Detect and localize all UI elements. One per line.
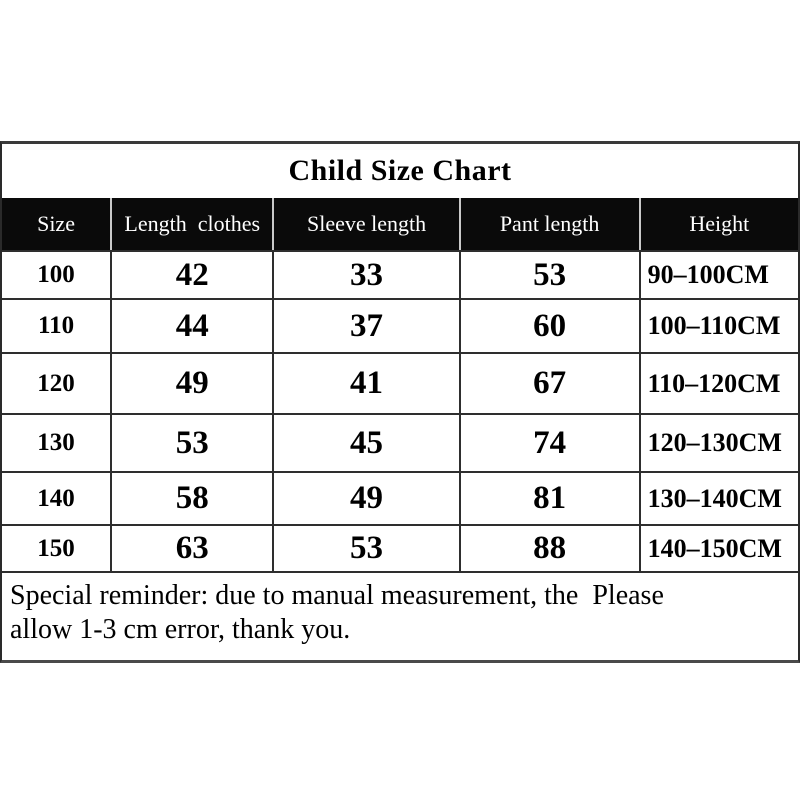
cell-length: 44: [110, 298, 275, 354]
cell-sleeve: 49: [272, 471, 461, 526]
size-table-header: Size Length clothes Sleeve length Pant l…: [2, 198, 798, 252]
cell-sleeve: 37: [272, 298, 461, 354]
size-table-body: 100 42 33 53 90–100CM 110 44 37 60 100–1…: [2, 250, 798, 573]
table-row: 110 44 37 60 100–110CM: [2, 298, 798, 354]
cell-length: 53: [110, 413, 275, 473]
table-row: 150 63 53 88 140–150CM: [2, 524, 798, 573]
table-row: 100 42 33 53 90–100CM: [2, 250, 798, 300]
header-row: Size Length clothes Sleeve length Pant l…: [2, 198, 798, 252]
table-row: 120 49 41 67 110–120CM: [2, 352, 798, 415]
cell-sleeve: 33: [272, 250, 461, 300]
cell-height: 100–110CM: [638, 298, 798, 354]
header-cell-size: Size: [2, 198, 112, 252]
reminder-line-1: Special reminder: due to manual measurem…: [10, 580, 664, 611]
header-cell-sleeve: Sleeve length: [272, 198, 460, 252]
page-title: Child Size Chart: [288, 154, 512, 187]
cell-size: 130: [2, 413, 113, 473]
cell-size: 120: [2, 352, 113, 415]
header-cell-length: Length clothes: [110, 198, 274, 252]
cell-pant: 60: [458, 298, 641, 354]
cell-height: 130–140CM: [638, 471, 798, 526]
cell-length: 42: [110, 250, 275, 300]
size-chart-panel: Child Size Chart Size Length clothes Sle…: [0, 141, 800, 663]
table-row: 140 58 49 81 130–140CM: [2, 471, 798, 526]
special-reminder: Special reminder: due to manual measurem…: [2, 573, 798, 660]
cell-pant: 67: [458, 352, 641, 415]
cell-size: 100: [2, 250, 113, 300]
cell-pant: 81: [458, 471, 641, 526]
cell-size: 150: [2, 524, 113, 573]
cell-pant: 74: [458, 413, 641, 473]
cell-pant: 88: [458, 524, 641, 573]
cell-size: 140: [2, 471, 113, 526]
cell-length: 58: [110, 471, 275, 526]
cell-size: 110: [2, 298, 113, 354]
cell-height: 120–130CM: [638, 413, 798, 473]
header-cell-pant: Pant length: [458, 198, 640, 252]
reminder-line-2: allow 1-3 cm error, thank you.: [10, 614, 351, 646]
cell-pant: 53: [458, 250, 641, 300]
cell-length: 49: [110, 352, 275, 415]
cell-length: 63: [110, 524, 275, 573]
title-bar: Child Size Chart: [2, 144, 798, 198]
cell-sleeve: 41: [272, 352, 461, 415]
size-table: Size Length clothes Sleeve length Pant l…: [2, 198, 798, 573]
header-cell-height: Height: [638, 198, 798, 252]
cell-height: 90–100CM: [638, 250, 798, 300]
cell-sleeve: 53: [272, 524, 461, 573]
table-row: 130 53 45 74 120–130CM: [2, 413, 798, 473]
cell-sleeve: 45: [272, 413, 461, 473]
cell-height: 140–150CM: [638, 524, 798, 573]
cell-height: 110–120CM: [638, 352, 798, 415]
